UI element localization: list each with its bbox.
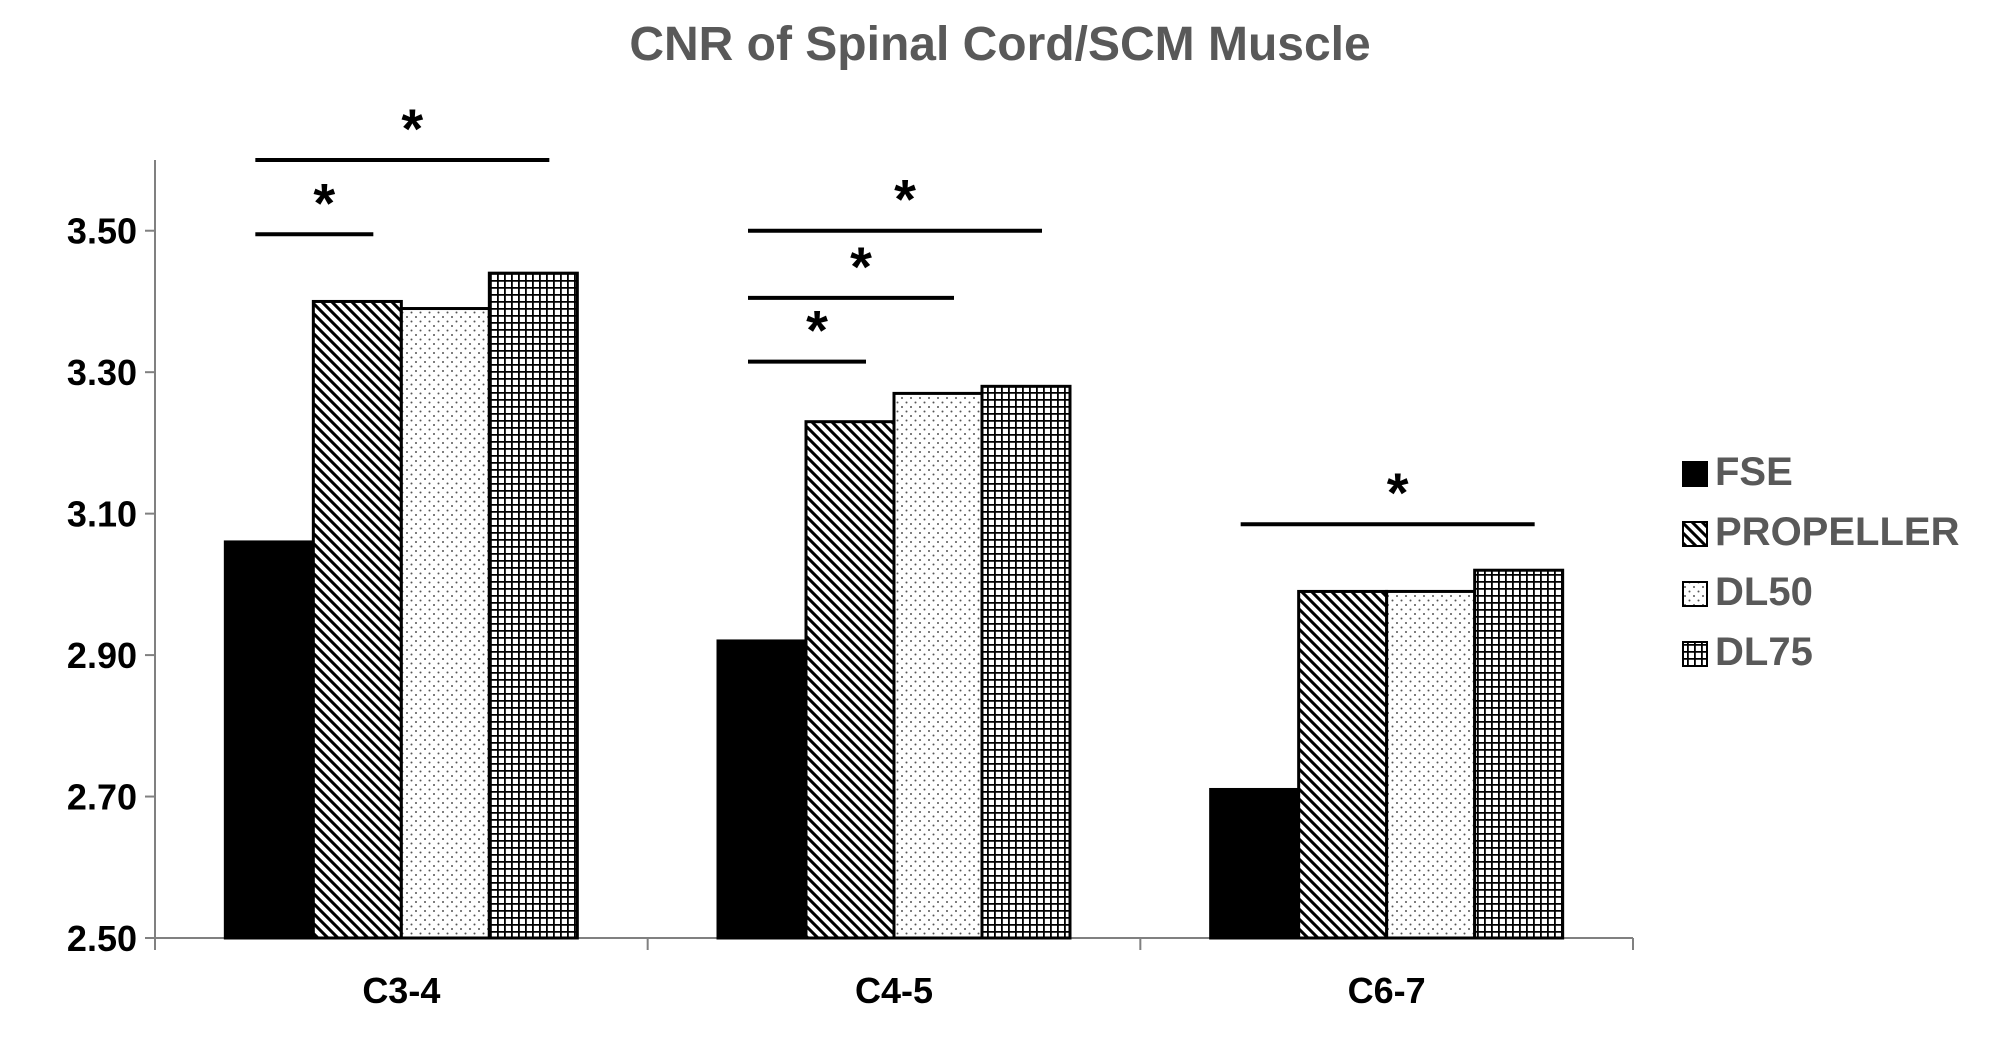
bar-propeller-c3-4 (311, 299, 403, 940)
chart-title: CNR of Spinal Cord/SCM Muscle (629, 18, 1370, 71)
legend-label-dl50: DL50 (1715, 570, 1813, 614)
bar-dl50-c6-7 (1385, 589, 1477, 940)
significance-star: * (1387, 461, 1409, 524)
y-tick-label: 3.30 (67, 352, 137, 393)
legend: FSE PROPELLER DL50 DL75 (1682, 450, 1960, 674)
legend-label-fse: FSE (1715, 450, 1793, 494)
bar-dl75-c6-7 (1473, 568, 1565, 940)
significance-star: * (894, 168, 916, 231)
legend-swatch-propeller (1682, 521, 1708, 547)
axes: 2.50 2.70 2.90 3.10 3.30 3.50 C3-4 C4-5 C6-7 (67, 160, 1634, 1011)
y-tick-label: 3.50 (67, 211, 137, 252)
legend-swatch-fse (1682, 461, 1708, 487)
bar-fse-c6-7 (1209, 787, 1301, 940)
bar-dl50-c3-4 (399, 307, 491, 940)
bar-dl75-c4-5 (980, 384, 1072, 940)
bar-dl50-c4-5 (892, 391, 984, 940)
x-tick-label: C6-7 (1348, 970, 1426, 1011)
legend-swatch-dl75 (1682, 641, 1708, 667)
legend-swatch-dl50 (1682, 581, 1708, 607)
bar-fse-c3-4 (223, 540, 315, 940)
x-tick-label: C3-4 (362, 970, 440, 1011)
y-tick-label: 2.90 (67, 635, 137, 676)
bar-fse-c4-5 (716, 639, 808, 940)
significance-markers: * * * * * * (255, 97, 1535, 527)
bars (223, 271, 1565, 940)
bar-propeller-c4-5 (804, 420, 896, 940)
y-tick-label: 2.50 (67, 918, 137, 959)
significance-star: * (850, 235, 872, 298)
significance-star: * (313, 171, 335, 234)
legend-label-dl75: DL75 (1715, 630, 1813, 674)
y-tick-label: 2.70 (67, 777, 137, 818)
legend-label-propeller: PROPELLER (1715, 510, 1960, 554)
x-tick-label: C4-5 (855, 970, 933, 1011)
bar-propeller-c6-7 (1297, 589, 1389, 940)
y-tick-label: 3.10 (67, 494, 137, 535)
significance-star: * (401, 97, 423, 160)
significance-star: * (806, 299, 828, 362)
bar-dl75-c3-4 (487, 271, 579, 940)
